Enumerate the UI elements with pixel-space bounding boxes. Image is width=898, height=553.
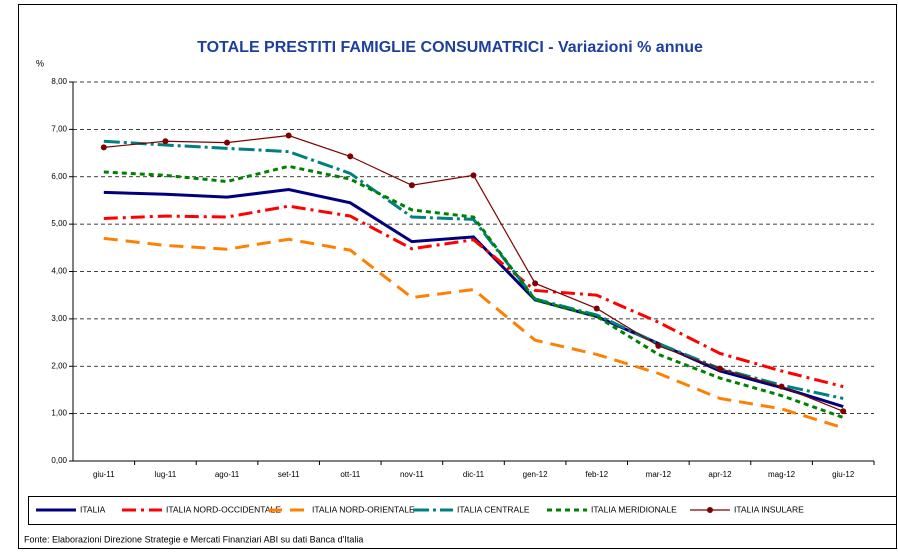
- x-tick-label: dic-11: [463, 470, 485, 479]
- series-marker: [285, 132, 292, 139]
- legend-label: ITALIA MERIDIONALE: [591, 504, 677, 514]
- legend-label: ITALIA NORD-OCCIDENTALE: [166, 504, 281, 514]
- series-line: [103, 236, 844, 430]
- series-marker: [778, 383, 785, 390]
- y-tick-label: 3,00: [51, 314, 67, 323]
- y-tick-label: 0,00: [51, 456, 67, 465]
- legend-label: ITALIA CENTRALE: [457, 504, 530, 514]
- x-tick-label: apr-12: [708, 470, 732, 479]
- series-marker: [408, 182, 415, 189]
- y-tick-label: 5,00: [51, 219, 67, 228]
- y-tick-label: 6,00: [51, 172, 67, 181]
- series-marker: [716, 365, 723, 372]
- series-marker: [470, 172, 477, 179]
- y-tick-label: 8,00: [51, 77, 67, 86]
- x-tick-label: feb-12: [585, 470, 608, 479]
- y-tick-label: 2,00: [51, 361, 67, 370]
- chart-title: TOTALE PRESTITI FAMIGLIE CONSUMATRICI - …: [197, 39, 703, 56]
- x-tick-label: giu-12: [832, 470, 855, 479]
- legend-label: ITALIA INSULARE: [734, 504, 804, 514]
- x-tick-label: gen-12: [523, 470, 548, 479]
- series-marker: [593, 305, 600, 312]
- x-tick-label: set-11: [278, 470, 300, 479]
- x-tick-label: giu-11: [93, 470, 115, 479]
- y-tick-label: 1,00: [51, 409, 67, 418]
- source-note: Fonte: Elaborazioni Direzione Strategie …: [24, 534, 363, 544]
- series-line: [103, 204, 844, 389]
- series-marker: [100, 144, 107, 151]
- legend-label: ITALIA NORD-ORIENTALE: [312, 504, 415, 514]
- x-tick-label: mag-12: [768, 470, 796, 479]
- x-tick-label: mar-12: [646, 470, 672, 479]
- legend-box: [28, 496, 897, 525]
- series-marker: [162, 138, 169, 145]
- series-marker: [655, 342, 662, 349]
- y-axis-label: %: [36, 58, 44, 68]
- legend-marker: [707, 507, 713, 513]
- series-marker: [532, 280, 539, 287]
- series-marker: [224, 139, 231, 146]
- x-tick-label: lug-11: [155, 470, 177, 479]
- x-tick-label: nov-11: [400, 470, 424, 479]
- series-marker: [840, 408, 847, 415]
- x-tick-label: ott-11: [340, 470, 360, 479]
- legend-label: ITALIA: [80, 504, 106, 514]
- chart-frame: [18, 4, 897, 549]
- y-tick-label: 4,00: [51, 267, 67, 276]
- y-tick-label: 7,00: [51, 124, 67, 133]
- x-tick-label: ago-11: [215, 470, 240, 479]
- series-marker: [347, 153, 354, 160]
- series-line: [103, 164, 844, 419]
